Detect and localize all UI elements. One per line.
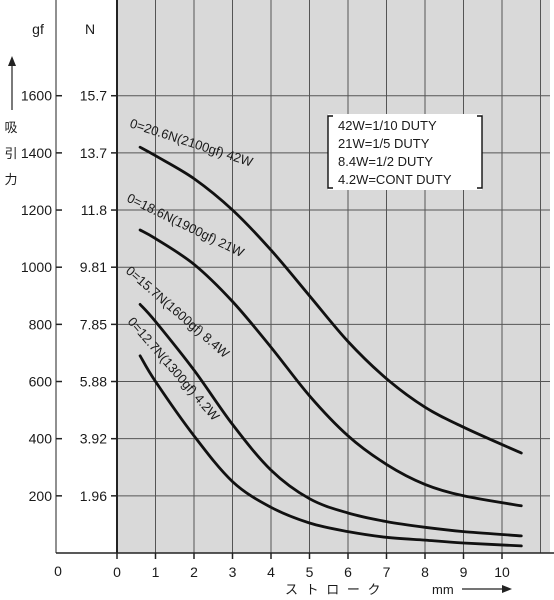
x-axis-unit: mm (432, 582, 454, 597)
series-group (138, 145, 523, 548)
y-tick-label-gf: 1200 (21, 202, 52, 218)
y-tick-label-n: 9.81 (80, 259, 107, 275)
legend-entry-3: 8.4W=1/2 DUTY (338, 154, 433, 169)
legend-entry-4: 4.2W=CONT DUTY (338, 172, 452, 187)
series-line-2 (138, 228, 523, 508)
legend-bracket-left (327, 115, 333, 189)
x-tick-label: 9 (460, 564, 468, 580)
x-tick-label: 6 (344, 564, 352, 580)
x-tick-label: 7 (383, 564, 391, 580)
y-tick-label-gf: 800 (29, 316, 53, 332)
x-tick-label: 2 (190, 564, 198, 580)
plot-area (117, 0, 550, 553)
y-tick-label-gf: 1000 (21, 259, 52, 275)
y-unit-n-label: N (85, 21, 95, 37)
y-tick-label-n: 11.8 (81, 202, 107, 218)
y-axis-arrow-head (8, 56, 16, 66)
y-tick-label-n: 7.85 (80, 316, 107, 332)
legend: 42W=1/10 DUTY 21W=1/5 DUTY 8.4W=1/2 DUTY 4.… (327, 114, 483, 190)
y-unit-gf-label: gf (32, 21, 44, 37)
axes (8, 0, 554, 593)
x-tick-label: 10 (494, 564, 510, 580)
y-tick-label-n: 1.96 (80, 488, 107, 504)
x-tick-label: 8 (421, 564, 429, 580)
legend-background (328, 114, 482, 190)
x-tick-label: 3 (229, 564, 237, 580)
series-line-3 (138, 303, 523, 538)
y-tick-label-gf: 1400 (21, 145, 52, 161)
y-tick-label-n: 5.88 (80, 374, 107, 390)
y-tick-label-n: 13.7 (80, 145, 107, 161)
y-axis-title-char: 吸 (4, 120, 19, 135)
x-tick-label: 4 (267, 564, 275, 580)
x-tick-label: 5 (306, 564, 314, 580)
y-axis-title-char: 引 (4, 146, 19, 161)
series-line-4 (138, 354, 523, 548)
legend-entry-2: 21W=1/5 DUTY (338, 136, 430, 151)
x-axis-arrow-head (502, 585, 512, 593)
y-tick-label-n: 3.92 (80, 431, 107, 447)
legend-bracket-right (477, 115, 483, 189)
x-tick-label: 1 (152, 564, 160, 580)
y-tick-label-gf: 1600 (21, 88, 52, 104)
y-zero-label: 0 (54, 563, 62, 579)
y-axis-title-char: 力 (4, 172, 19, 187)
x-axis-title: ス ト ロ ー ク (285, 582, 382, 597)
y-tick-label-n: 15.7 (80, 88, 107, 104)
x-tick-label: 0 (113, 564, 121, 580)
legend-entry-1: 42W=1/10 DUTY (338, 118, 437, 133)
y-tick-label-gf: 600 (29, 374, 53, 390)
series-line-1 (138, 145, 523, 455)
y-tick-label-gf: 400 (29, 431, 53, 447)
y-tick-label-gf: 200 (29, 488, 53, 504)
